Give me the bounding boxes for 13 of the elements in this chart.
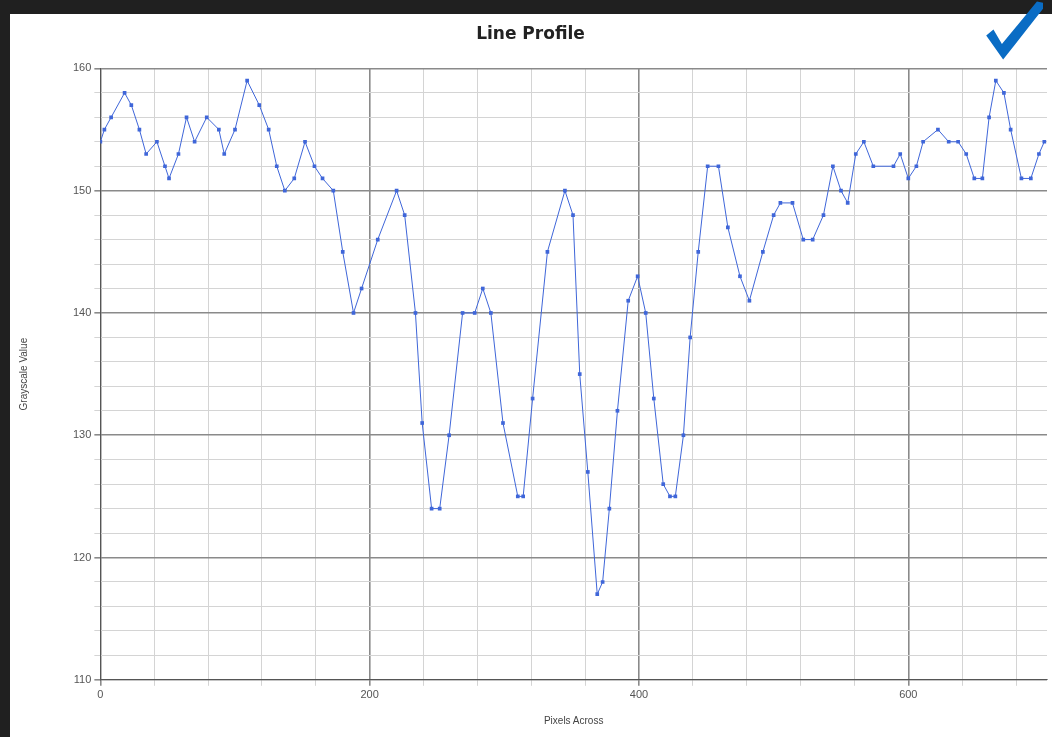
x-axis-title: Pixels Across	[543, 714, 604, 726]
y-tick-label: 160	[72, 61, 92, 74]
x-tick-label: 0	[97, 688, 104, 701]
y-tick-label: 120	[72, 550, 92, 563]
y-tick-label: 150	[72, 183, 92, 196]
x-tick-label: 200	[360, 688, 379, 701]
y-tick-label: 130	[72, 428, 92, 441]
y-tick-label: 140	[72, 305, 92, 318]
y-axis-title: Grayscale Value	[17, 337, 29, 411]
chart-title: Line Profile	[476, 22, 585, 43]
y-tick-label: 110	[73, 672, 92, 685]
x-tick-label: 400	[629, 688, 649, 701]
x-tick-label: 600	[899, 688, 918, 701]
